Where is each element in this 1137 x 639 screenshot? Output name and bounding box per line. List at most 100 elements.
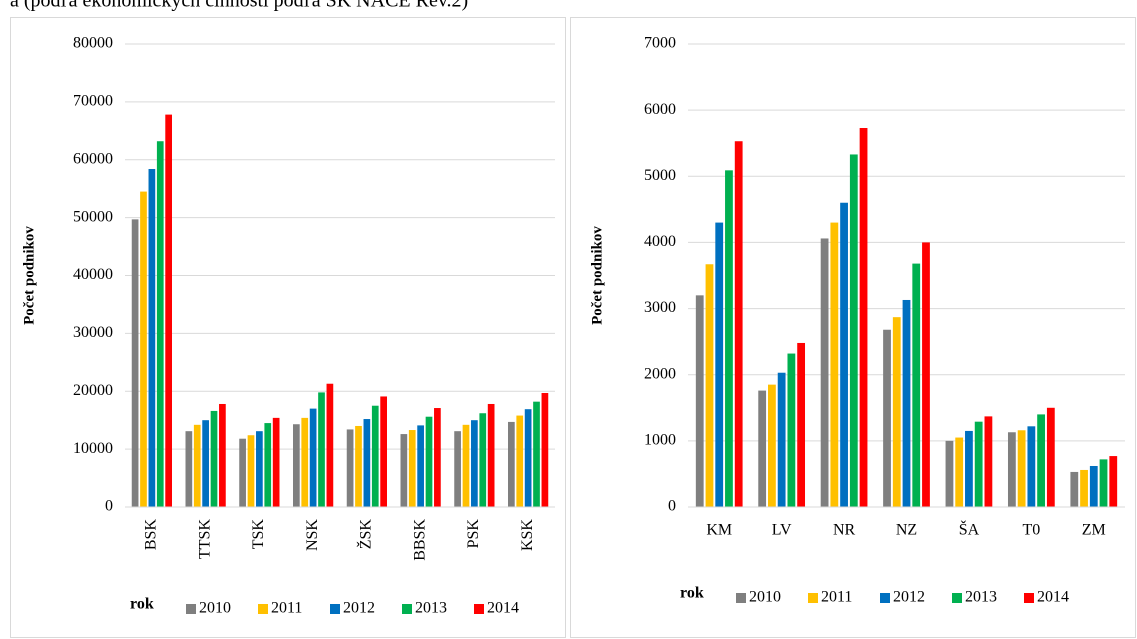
x-tick-label: ŽSK [356, 519, 375, 550]
bar [820, 238, 829, 507]
legend-title: rok [130, 596, 154, 613]
bar [210, 410, 218, 507]
legend-swatch [258, 604, 268, 614]
bar [380, 396, 387, 507]
bar [264, 423, 272, 507]
bar [955, 437, 964, 507]
legend-title: rok [680, 585, 704, 602]
bar [301, 417, 309, 507]
bar [355, 425, 362, 507]
y-tick-label: 0 [105, 498, 113, 515]
y-tick-label: 3000 [644, 299, 676, 316]
y-axis-label: Počet podnikov [21, 226, 37, 325]
bar [219, 403, 226, 507]
legend-swatch [880, 593, 890, 603]
bar [185, 431, 193, 507]
y-tick-label: 30000 [73, 324, 113, 341]
legend-label: 2012 [893, 589, 925, 606]
legend-label: 2013 [965, 589, 997, 606]
x-tick-label: PSK [465, 519, 482, 549]
panel-frame [10, 17, 566, 638]
y-tick-label: 60000 [73, 150, 113, 167]
bar [256, 431, 263, 507]
bar [454, 431, 461, 507]
x-tick-label: BBSK [411, 519, 428, 561]
bar [1027, 426, 1036, 507]
y-axis-label: Počet podnikov [589, 226, 605, 325]
bar [508, 421, 515, 507]
legend-label: 2012 [343, 600, 375, 617]
bar [849, 154, 858, 508]
bar [326, 383, 334, 507]
x-tick-label: BSK [143, 519, 160, 551]
y-tick-label: 70000 [73, 93, 113, 110]
legend-swatch [1024, 593, 1034, 603]
bar [479, 413, 487, 507]
bar [516, 415, 524, 507]
panel-frame [570, 17, 1136, 638]
bar [1007, 432, 1016, 507]
caption: a (podľa ekonomických činností podľa SK … [10, 0, 468, 12]
bar [1037, 414, 1045, 507]
bar [705, 264, 714, 507]
y-tick-label: 5000 [644, 167, 676, 184]
x-tick-label: ZM [1082, 522, 1106, 539]
bar [272, 417, 280, 507]
bar [883, 329, 891, 507]
bar [797, 342, 806, 507]
y-tick-label: 6000 [644, 101, 676, 118]
bar [768, 384, 776, 507]
legend-swatch [808, 593, 818, 603]
bar [1017, 430, 1026, 507]
y-tick-label: 1000 [644, 432, 676, 449]
bar [148, 169, 156, 507]
bar [293, 424, 300, 507]
legend-swatch [474, 604, 484, 614]
x-tick-label: TTSK [196, 519, 213, 559]
x-tick-label: NZ [896, 522, 917, 539]
bar [541, 392, 549, 507]
x-tick-label: LV [772, 522, 792, 539]
y-tick-label: 40000 [73, 266, 113, 283]
x-tick-label: KM [706, 522, 732, 539]
bar [1046, 407, 1055, 507]
bar [487, 403, 495, 507]
bar [830, 222, 839, 508]
bar [363, 419, 371, 507]
bar [1109, 456, 1118, 507]
legend-label: 2010 [749, 589, 781, 606]
bar [346, 429, 354, 507]
legend-label: 2014 [487, 600, 519, 617]
bar [165, 114, 172, 508]
bar [239, 438, 246, 507]
bar [1080, 469, 1088, 507]
bar [840, 202, 848, 507]
x-tick-label: NSK [304, 519, 321, 551]
y-tick-label: 0 [668, 498, 676, 515]
bar [922, 242, 930, 507]
bar [902, 299, 911, 507]
bar [725, 170, 733, 507]
bar [309, 408, 317, 507]
bar [1089, 465, 1098, 507]
bar [758, 390, 767, 507]
legend-label: 2011 [271, 600, 302, 617]
legend-label: 2014 [1037, 589, 1069, 606]
y-tick-label: 2000 [644, 365, 676, 382]
bar [984, 416, 993, 507]
y-tick-label: 7000 [644, 35, 676, 52]
bar [202, 420, 209, 507]
bar [1099, 459, 1108, 507]
bar [371, 405, 379, 507]
bar [734, 141, 743, 508]
y-tick-label: 4000 [644, 233, 676, 250]
bar [140, 191, 147, 508]
bar [892, 317, 901, 507]
bar [974, 421, 983, 507]
legend-swatch [952, 593, 962, 603]
bar [777, 372, 786, 507]
y-tick-label: 80000 [73, 35, 113, 52]
bar [965, 430, 973, 507]
bar [695, 295, 704, 507]
